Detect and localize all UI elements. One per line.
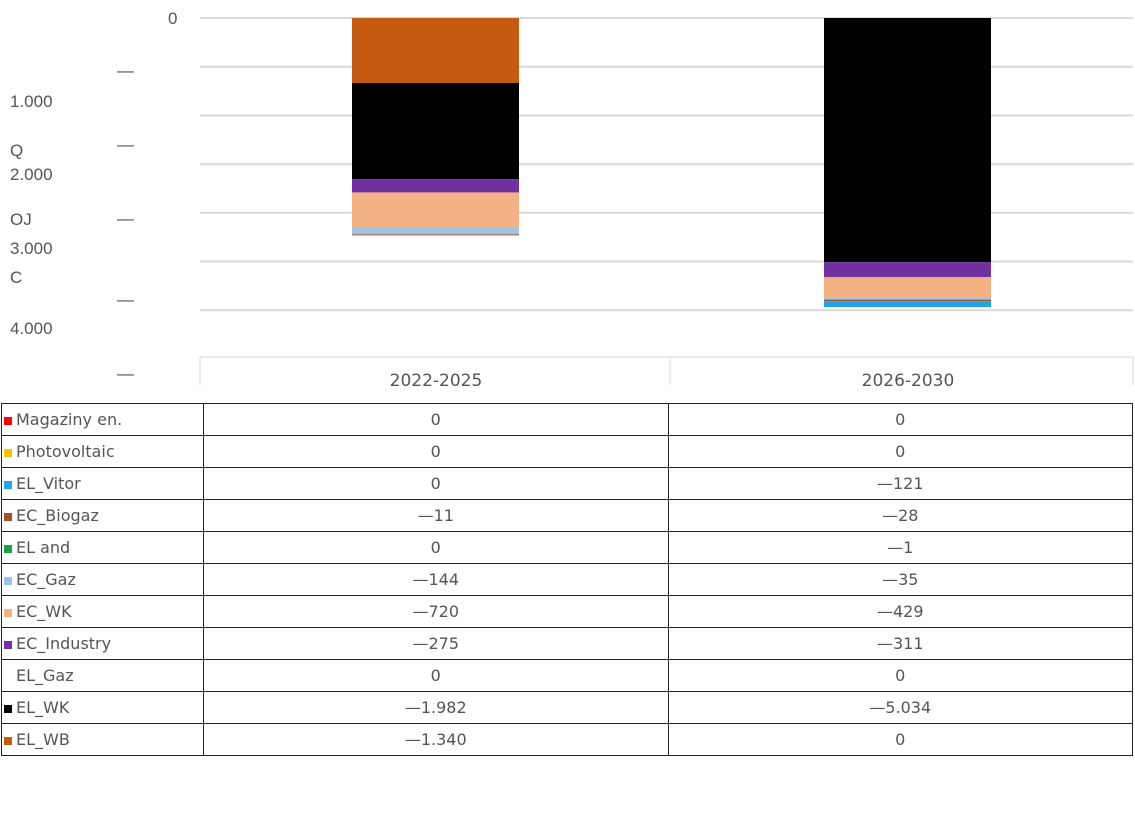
table-row: Magaziny en. 0 0 — [1, 403, 1133, 436]
bar-segment-ec-gaz — [824, 298, 991, 300]
y-side-mark: — — [117, 364, 134, 383]
stacked-bar-chart: 0 1.000 2.000 3.000 4.000 — Q — OJ — C — — 2022-2025 2… — [10, 9, 1134, 391]
series-name: EL_Gaz — [16, 666, 74, 685]
series-name: EL_WB — [16, 730, 70, 749]
value-cell: 0 — [203, 467, 669, 500]
value-cell: —429 — [667, 595, 1133, 628]
bar-segment-el-wk — [352, 82, 519, 180]
value-cell: 0 — [203, 403, 669, 436]
table-row: EL_WB —1.340 0 — [1, 723, 1133, 756]
y-side-mark: — — [117, 209, 134, 228]
legend-swatch-icon — [4, 449, 12, 457]
legend-swatch-icon — [4, 577, 12, 585]
value-cell: 0 — [667, 435, 1133, 468]
bar-segment-ec-biogaz — [352, 234, 519, 236]
value-cell: —1.340 — [203, 723, 669, 756]
value-cell: —121 — [667, 467, 1133, 500]
series-name-cell: EL and — [1, 531, 204, 564]
gridlines — [199, 17, 1134, 385]
series-name-cell: EL_Vitor — [1, 467, 204, 500]
series-name-cell: EC_Gaz — [1, 563, 204, 596]
value-cell: —275 — [203, 627, 669, 660]
bar-segment-ec-wk — [824, 277, 991, 299]
series-name-cell: EL_WK — [1, 691, 204, 724]
y-tick-label: 2.000 — [10, 165, 53, 184]
y-side-mark: — — [117, 290, 134, 309]
bar-segment-ec-wk — [352, 192, 519, 228]
bar-segment-ec-industry — [352, 179, 519, 193]
category-label: 2022-2025 — [390, 371, 483, 391]
bar-segment-el-wb — [352, 18, 519, 83]
legend-swatch-icon — [4, 513, 12, 521]
series-name: EC_Gaz — [16, 570, 76, 589]
data-table: Magaziny en. 0 0 Photovoltaic 0 0 EL_Vitor 0 —12… — [1, 403, 1133, 756]
legend-swatch-icon — [4, 737, 12, 745]
y-side-mark: OJ — [10, 210, 32, 229]
value-cell: —11 — [203, 499, 669, 532]
series-name-cell: EC_Biogaz — [1, 499, 204, 532]
bar-segment-ec-gaz — [352, 227, 519, 235]
table-row: EC_Biogaz —11 —28 — [1, 499, 1133, 532]
series-name: Magaziny en. — [16, 410, 123, 429]
legend-swatch-icon — [4, 609, 12, 617]
value-cell: 0 — [667, 403, 1133, 436]
bar-segment-el-wk — [824, 18, 991, 263]
legend-swatch-icon — [4, 545, 12, 553]
value-cell: —28 — [667, 499, 1133, 532]
legend-swatch-icon — [4, 673, 12, 681]
table-row: EC_Gaz —144 —35 — [1, 563, 1133, 596]
table-row: Photovoltaic 0 0 — [1, 435, 1133, 468]
bar-segment-ec-biogaz — [824, 299, 991, 302]
table-row: EL_Vitor 0 —121 — [1, 467, 1133, 500]
y-side-mark: — — [117, 135, 134, 154]
table-row: EC_Industry —275 —311 — [1, 627, 1133, 660]
value-cell: 0 — [667, 723, 1133, 756]
value-cell: —1 — [667, 531, 1133, 564]
series-name-cell: EC_WK — [1, 595, 204, 628]
legend-swatch-icon — [4, 481, 12, 489]
axis-labels: 0 1.000 2.000 3.000 4.000 — Q — OJ — C — — 2022-2025 2… — [10, 9, 954, 391]
series-name: EC_Biogaz — [16, 506, 99, 525]
y-side-mark: — — [117, 61, 134, 80]
series-name-cell: Photovoltaic — [1, 435, 204, 468]
bar-segment-ec-industry — [824, 262, 991, 278]
bar-segment-el-vitor — [824, 301, 991, 308]
table-row: EL_Gaz 0 0 — [1, 659, 1133, 692]
series-name-cell: EL_WB — [1, 723, 204, 756]
value-cell: —720 — [203, 595, 669, 628]
series-name-cell: EL_Gaz — [1, 659, 204, 692]
series-name: EC_WK — [16, 602, 72, 621]
legend-swatch-icon — [4, 641, 12, 649]
y-tick-label: 0 — [168, 9, 177, 28]
y-tick-label: 4.000 — [10, 319, 53, 338]
y-side-mark: Q — [10, 141, 23, 160]
value-cell: 0 — [203, 531, 669, 564]
value-cell: —35 — [667, 563, 1133, 596]
series-name: EL_Vitor — [16, 474, 81, 493]
value-cell: 0 — [203, 435, 669, 468]
category-label: 2026-2030 — [862, 371, 955, 391]
bars — [352, 18, 991, 308]
table-row: EL and 0 —1 — [1, 531, 1133, 564]
legend-swatch-icon — [4, 705, 12, 713]
value-cell: —5.034 — [667, 691, 1133, 724]
series-name-cell: Magaziny en. — [1, 403, 204, 436]
series-name-cell: EC_Industry — [1, 627, 204, 660]
y-tick-label: 3.000 — [10, 239, 53, 258]
legend-swatch-icon — [4, 417, 12, 425]
table-row: EL_WK —1.982 —5.034 — [1, 691, 1133, 724]
series-name: EC_Industry — [16, 634, 112, 653]
value-cell: —144 — [203, 563, 669, 596]
series-name: EL and — [16, 538, 71, 557]
y-side-mark: C — [10, 268, 22, 287]
value-cell: —1.982 — [203, 691, 669, 724]
series-name: EL_WK — [16, 698, 70, 717]
table-row: EC_WK —720 —429 — [1, 595, 1133, 628]
y-tick-label: 1.000 — [10, 92, 53, 111]
value-cell: —311 — [667, 627, 1133, 660]
value-cell: 0 — [203, 659, 669, 692]
series-name: Photovoltaic — [16, 442, 115, 461]
value-cell: 0 — [667, 659, 1133, 692]
